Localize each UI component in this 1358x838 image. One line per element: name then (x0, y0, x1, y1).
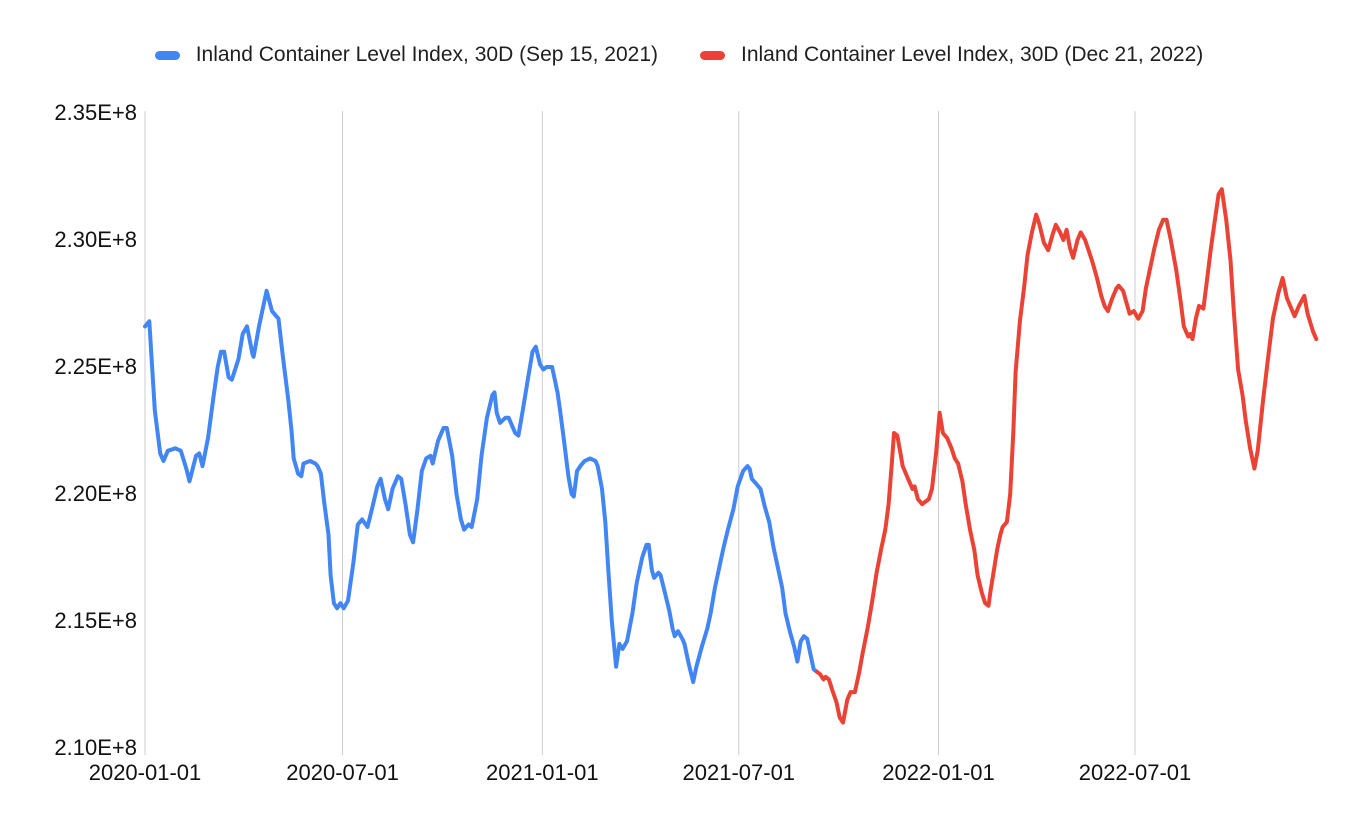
series-line-1 (814, 187, 1319, 725)
legend-item-sep-2021[interactable]: Inland Container Level Index, 30D (Sep 1… (154, 43, 658, 67)
x-axis-label: 2022-01-01 (882, 760, 995, 785)
legend-swatch-red-icon (700, 50, 725, 60)
x-axis-label: 2020-07-01 (286, 760, 399, 785)
y-axis-label: 2.10E+8 (54, 735, 137, 760)
x-axis-label: 2022-07-01 (1078, 760, 1192, 785)
y-axis-label: 2.25E+8 (54, 354, 137, 379)
y-axis-label: 2.20E+8 (54, 481, 137, 506)
y-axis-label: 2.35E+8 (54, 100, 137, 125)
series-line-0 (143, 288, 819, 684)
y-axis-label: 2.30E+8 (54, 227, 137, 252)
legend: Inland Container Level Index, 30D (Sep 1… (0, 40, 1358, 70)
x-axis-label: 2021-07-01 (682, 760, 796, 785)
x-axis-label: 2020-01-01 (88, 760, 202, 785)
legend-label-dec-2022: Inland Container Level Index, 30D (Dec 2… (741, 43, 1204, 66)
legend-label-sep-2021: Inland Container Level Index, 30D (Sep 1… (195, 43, 658, 66)
legend-swatch-blue-icon (154, 50, 180, 60)
x-axis-label: 2021-01-01 (486, 760, 599, 785)
legend-item-dec-2022[interactable]: Inland Container Level Index, 30D (Dec 2… (700, 43, 1203, 67)
y-axis-label: 2.15E+8 (54, 608, 137, 633)
